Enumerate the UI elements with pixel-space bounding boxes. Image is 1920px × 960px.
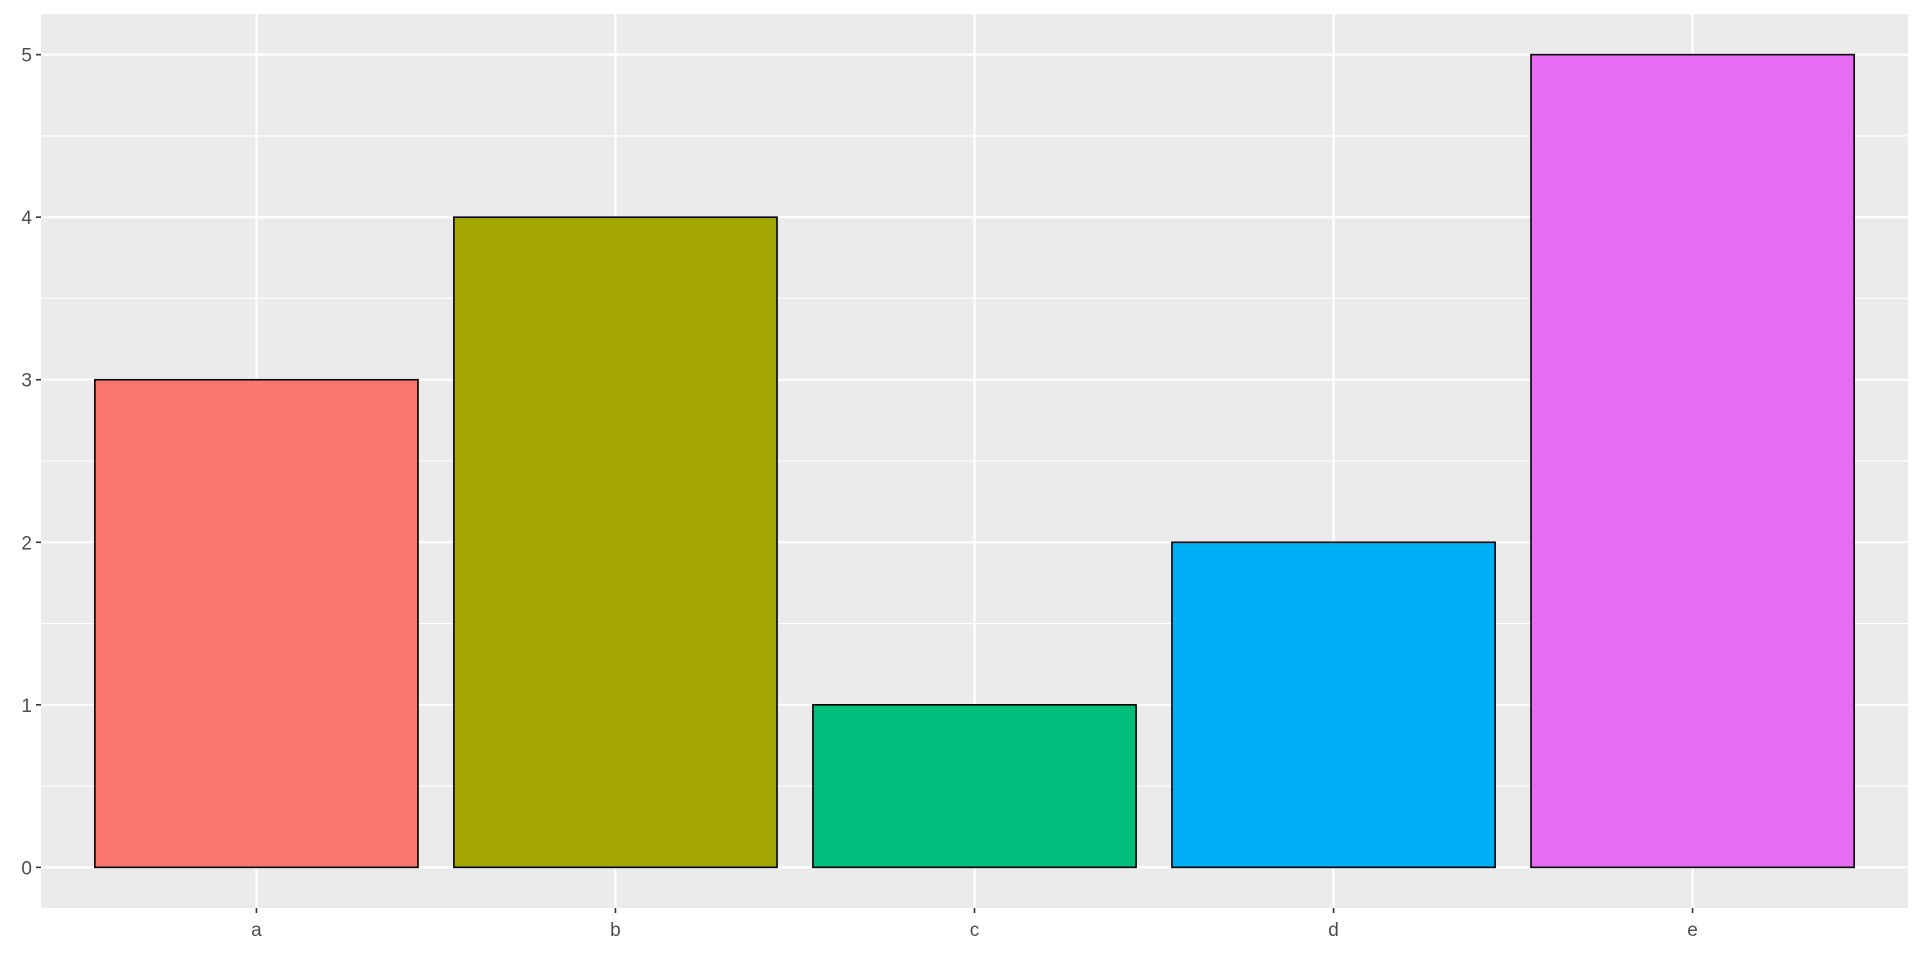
bar-c [812,704,1137,869]
x-tick-label-e: e [1687,920,1698,941]
bar-b [453,216,778,869]
bars [94,53,1855,869]
y-tick-label: 1 [21,696,32,717]
y-tick-label: 3 [21,371,32,392]
y-tick-label: 4 [21,208,32,229]
x-tick-label-c: c [970,920,980,941]
bar-e [1530,53,1855,869]
x-tick-label-a: a [251,920,262,941]
y-tick-label: 0 [21,858,32,879]
y-tick-label: 2 [21,533,32,554]
x-axis-ticks [255,908,1694,913]
y-axis-tick-labels: 0 1 2 3 4 5 [21,46,32,880]
x-tick-label-b: b [610,920,621,941]
bar-a [94,378,419,869]
x-tick-label-d: d [1328,920,1339,941]
x-axis-tick-labels: a b c d e [251,920,1698,941]
y-axis-ticks [36,53,41,869]
bar-d [1171,541,1496,869]
y-tick-label: 5 [21,46,32,67]
